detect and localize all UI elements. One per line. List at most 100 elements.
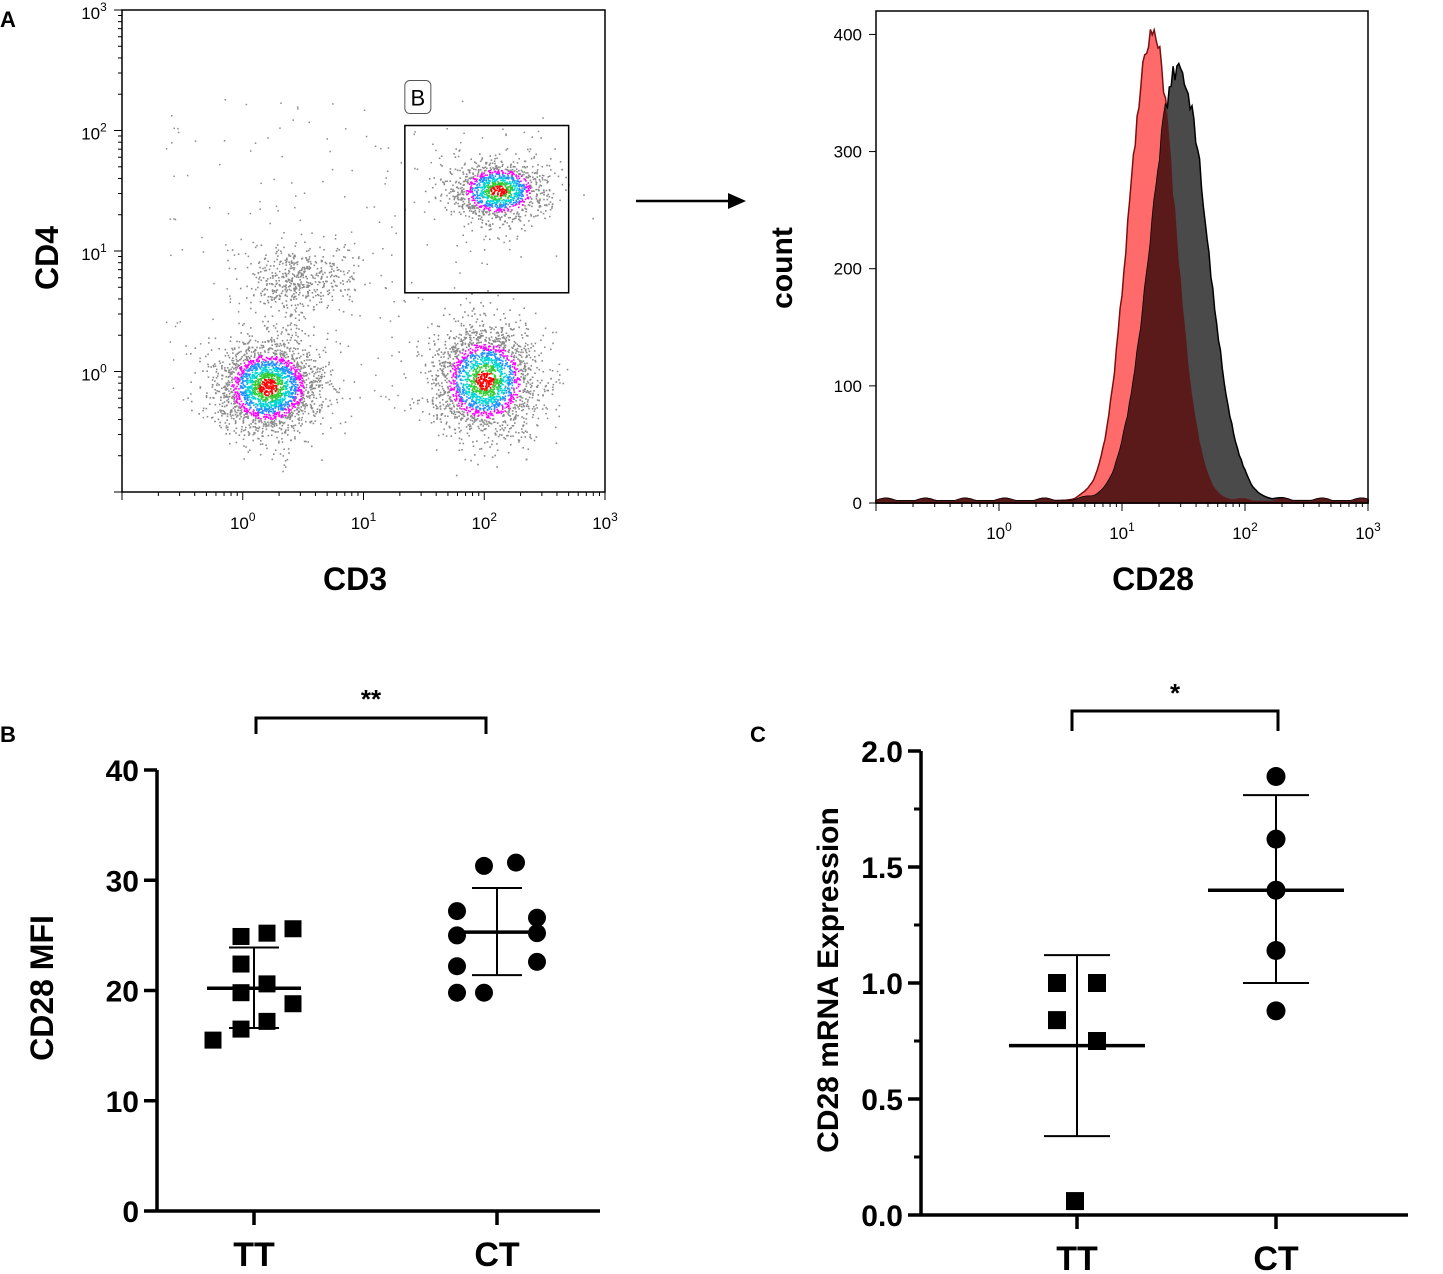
event-dot bbox=[534, 359, 536, 362]
event-dot bbox=[290, 425, 293, 427]
event-dot bbox=[267, 408, 270, 410]
event-dot bbox=[477, 342, 479, 344]
event-dot bbox=[493, 381, 495, 383]
event-dot bbox=[235, 388, 237, 390]
event-dot bbox=[242, 382, 244, 384]
event-dot bbox=[292, 392, 294, 395]
event-dot bbox=[474, 383, 477, 385]
event-dot bbox=[478, 336, 480, 339]
event-dot bbox=[491, 162, 494, 164]
event-dot bbox=[475, 386, 478, 388]
event-dot bbox=[531, 136, 534, 138]
event-dot bbox=[466, 373, 468, 376]
event-dot bbox=[461, 343, 464, 346]
event-dot bbox=[441, 412, 444, 415]
event-dot bbox=[494, 370, 497, 372]
event-dot bbox=[199, 360, 201, 363]
event-dot bbox=[291, 334, 294, 337]
event-dot bbox=[494, 356, 497, 359]
event-dot bbox=[305, 375, 307, 377]
event-dot bbox=[516, 396, 518, 399]
event-dot bbox=[277, 396, 280, 398]
event-dot bbox=[477, 366, 479, 368]
event-dot bbox=[455, 180, 458, 183]
event-dot bbox=[467, 179, 469, 181]
event-dot bbox=[492, 414, 494, 417]
event-dot bbox=[301, 374, 304, 377]
event-dot bbox=[292, 425, 295, 427]
event-dot bbox=[500, 371, 503, 374]
event-dot bbox=[444, 407, 447, 409]
event-dot bbox=[255, 377, 258, 380]
event-dot bbox=[281, 360, 284, 363]
event-dot bbox=[487, 349, 489, 351]
event-dot bbox=[260, 375, 262, 378]
event-dot bbox=[520, 373, 523, 375]
event-dot bbox=[249, 379, 251, 382]
event-dot bbox=[225, 387, 227, 389]
event-dot bbox=[305, 440, 307, 443]
event-dot bbox=[520, 376, 522, 378]
event-dot bbox=[325, 382, 327, 384]
event-dot bbox=[496, 400, 499, 403]
event-dot bbox=[469, 351, 472, 353]
event-dot bbox=[217, 372, 219, 375]
event-dot bbox=[283, 355, 285, 358]
event-dot bbox=[472, 445, 475, 448]
event-dot bbox=[441, 372, 444, 375]
event-dot bbox=[344, 432, 346, 435]
event-dot bbox=[501, 405, 504, 407]
event-dot bbox=[514, 393, 517, 396]
event-dot bbox=[447, 351, 449, 353]
event-dot bbox=[522, 373, 524, 376]
event-dot bbox=[286, 375, 289, 377]
event-dot bbox=[518, 408, 520, 410]
event-dot bbox=[516, 404, 518, 407]
event-dot bbox=[523, 388, 526, 390]
event-dot bbox=[248, 357, 251, 359]
event-dot bbox=[302, 353, 305, 356]
event-dot bbox=[276, 368, 278, 370]
event-dot bbox=[460, 191, 463, 193]
event-dot bbox=[504, 350, 507, 352]
event-dot bbox=[552, 383, 555, 386]
event-dot bbox=[479, 448, 481, 450]
event-dot bbox=[472, 354, 475, 357]
event-dot bbox=[546, 389, 549, 392]
event-dot bbox=[493, 387, 495, 389]
event-dot bbox=[481, 402, 483, 404]
event-dot bbox=[471, 391, 473, 394]
event-dot bbox=[512, 359, 515, 361]
event-dot bbox=[450, 188, 452, 190]
event-dot bbox=[270, 387, 272, 390]
event-dot bbox=[258, 391, 261, 393]
event-dot bbox=[510, 418, 512, 420]
event-dot bbox=[482, 329, 484, 332]
event-dot bbox=[234, 401, 237, 404]
event-dot bbox=[558, 363, 561, 366]
event-dot bbox=[268, 387, 270, 390]
event-dot bbox=[319, 409, 321, 412]
event-dot bbox=[509, 190, 511, 193]
event-dot bbox=[475, 350, 477, 352]
event-dot bbox=[249, 401, 252, 403]
event-dot bbox=[493, 328, 495, 331]
event-dot bbox=[279, 373, 281, 376]
event-dot bbox=[464, 375, 466, 378]
event-dot bbox=[256, 407, 258, 410]
event-dot bbox=[261, 394, 263, 397]
event-dot bbox=[281, 376, 283, 379]
event-dot bbox=[459, 350, 461, 353]
event-dot bbox=[500, 196, 503, 199]
event-dot bbox=[223, 401, 226, 403]
event-dot bbox=[466, 359, 468, 361]
event-dot bbox=[324, 346, 326, 349]
event-dot bbox=[503, 429, 505, 432]
event-dot bbox=[462, 359, 465, 361]
event-dot bbox=[506, 434, 508, 437]
event-dot bbox=[286, 391, 288, 393]
event-dot bbox=[224, 422, 227, 424]
event-dot bbox=[268, 407, 270, 410]
event-dot bbox=[482, 388, 485, 390]
event-dot bbox=[231, 385, 234, 387]
